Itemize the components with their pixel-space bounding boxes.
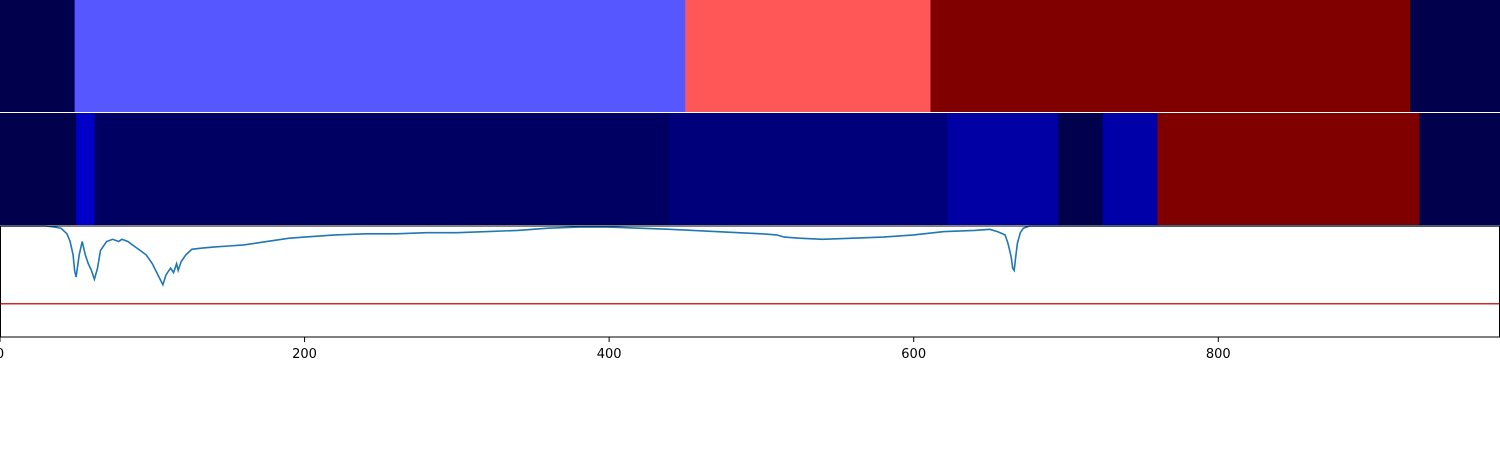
- ground-truth-segment-0: [0, 0, 75, 112]
- ground-truth-segment-2: [685, 0, 931, 112]
- prediction-segment-8: [1419, 113, 1500, 225]
- x-tick-label-200: 200: [292, 347, 317, 362]
- prediction-segment-0: [0, 113, 77, 225]
- confidence-panel-frame: [1, 226, 1500, 337]
- prediction-segment-4: [947, 113, 1059, 225]
- prediction-segment-2: [94, 113, 669, 225]
- ground-truth-segment-1: [75, 0, 686, 112]
- ground-truth-track: [0, 0, 1500, 112]
- x-tick-label-800: 800: [1206, 347, 1231, 362]
- confidence-line: [0, 226, 1500, 285]
- confidence-panel: [0, 226, 1500, 304]
- x-tick-label-400: 400: [597, 347, 622, 362]
- x-axis: 0 200 400 600 800: [0, 337, 1231, 362]
- prediction-segment-3: [669, 113, 948, 225]
- prediction-track: [0, 113, 1500, 225]
- x-tick-label-0: 0: [0, 347, 4, 362]
- ground-truth-segment-3: [930, 0, 1410, 112]
- prediction-segment-6: [1103, 113, 1158, 225]
- prediction-segment-1: [76, 113, 95, 225]
- prediction-segment-7: [1157, 113, 1419, 225]
- x-tick-label-600: 600: [901, 347, 926, 362]
- ground-truth-segment-4: [1410, 0, 1500, 112]
- prediction-segment-5: [1058, 113, 1103, 225]
